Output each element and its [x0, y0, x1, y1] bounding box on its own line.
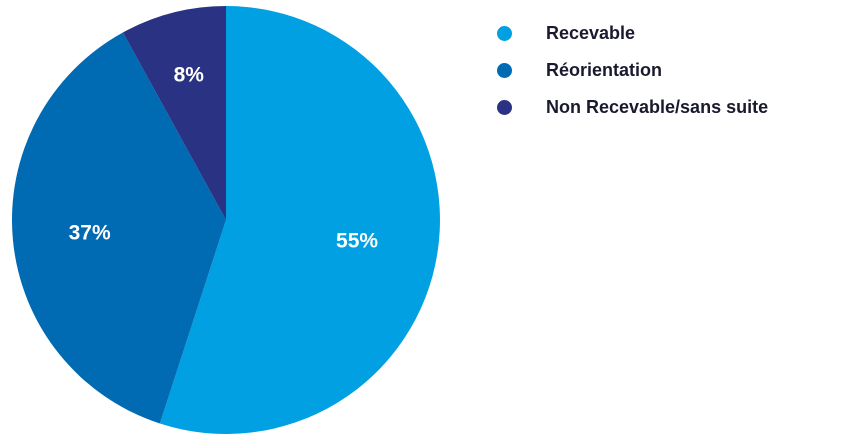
pie-slice-reorientation — [11, 32, 227, 424]
slice-label-recevable: 55% — [336, 229, 378, 252]
legend-marker-reorientation — [497, 62, 512, 78]
legend-label-recevable: Recevable — [546, 22, 636, 43]
slice-label-reorientation: 37% — [69, 221, 111, 244]
legend-label-reorientation: Réorientation — [546, 59, 663, 80]
legend-marker-non-recevable — [497, 99, 512, 115]
pie-slice-non-recevable — [122, 6, 226, 220]
legend-item-non-recevable: Non Recevable/sans suite — [497, 95, 768, 119]
chart-legend: Recevable Réorientation Non Recevable/sa… — [497, 21, 768, 132]
legend-item-recevable: Recevable — [497, 21, 768, 45]
pie-slice-recevable — [159, 6, 440, 434]
pie-slices — [11, 6, 440, 434]
legend-marker-recevable — [497, 25, 512, 41]
legend-label-non-recevable: Non Recevable/sans suite — [546, 96, 769, 117]
slice-label-non-recevable: 8% — [174, 63, 205, 86]
legend-item-reorientation: Réorientation — [497, 58, 768, 82]
pie-slice-labels: 55% 37% 8% — [69, 63, 379, 252]
